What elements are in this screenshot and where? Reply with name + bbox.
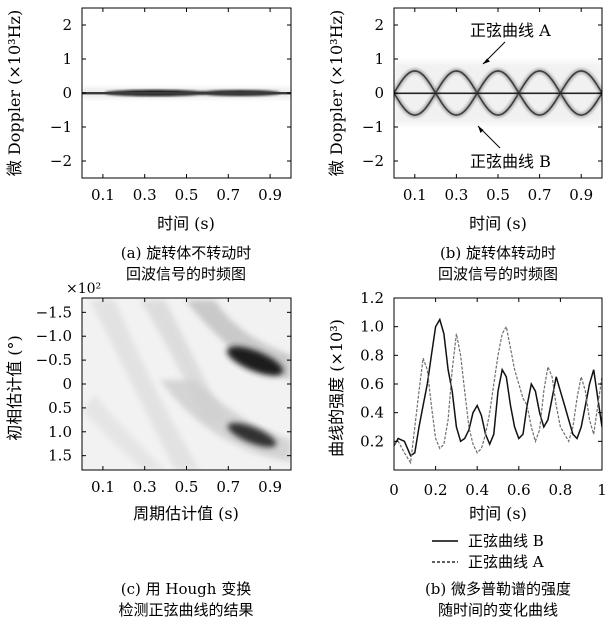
panel-d-caption-2: 随时间的变化曲线	[438, 601, 558, 619]
panel-a: 0.1 0.3 0.5 0.7 0.9 −2 −1 0 1 2 微 Doppler (×10³Hz…	[5, 7, 292, 283]
panel-c-ytick-label: 0.5	[48, 399, 72, 417]
panel-a-xlabel: 时间 (s)	[157, 214, 215, 233]
panel-b-xtick-label: 0.3	[444, 186, 468, 204]
panel-c-caption-2: 检测正弦曲线的结果	[118, 601, 253, 619]
panel-a-band	[82, 92, 291, 95]
panel-d-frame	[393, 297, 603, 471]
panel-d-caption-1: (b) 微多普勒谱的强度	[425, 580, 571, 598]
panel-b-annotation-b-arrowhead	[478, 126, 484, 133]
panel-d-legend-a: 正弦曲线 A	[468, 553, 544, 571]
panel-c-multiplier: ×10²	[66, 281, 101, 297]
panel-c-ytick-label: 1.5	[48, 447, 72, 465]
panel-c-xtick-label: 0.3	[133, 478, 157, 496]
panel-a-xtick-label: 0.7	[216, 186, 240, 204]
panel-b-xtick-label: 0.5	[486, 186, 510, 204]
panel-c-xtick-label: 0.7	[216, 478, 240, 496]
panel-b-xtick-label: 0.1	[403, 186, 427, 204]
panel-d: 0 0.2 0.4 0.6 0.8 1 0.2 0.4 0.6 0.8 1.0 1.2 曲线的强度 (…	[327, 289, 606, 619]
panel-d-xtick-label: 0.6	[507, 481, 531, 499]
panel-c-peak-2	[227, 422, 277, 448]
panel-d-ytick-label: 0.6	[360, 375, 384, 393]
panel-c: 0.1 0.3 0.5 0.7 0.9 −1.5 −1.0 −0.5 0 0.5 1.0 1.5 ×1…	[5, 281, 292, 619]
panel-d-xtick-label: 1	[597, 481, 606, 499]
panel-a-ytick-label: 1	[62, 50, 72, 68]
panel-b-ytick-label: −2	[362, 152, 384, 170]
panel-c-ytick-label: 0	[62, 375, 72, 393]
panel-d-ytick-label: 1.2	[360, 289, 384, 307]
panel-c-xlabel: 周期估计值 (s)	[133, 504, 239, 523]
panel-a-ticks: 0.1 0.3 0.5 0.7 0.9 −2 −1 0 1 2	[50, 8, 291, 204]
panel-a-heatmap	[82, 88, 291, 98]
panel-a-xtick-label: 0.1	[91, 186, 115, 204]
panel-b-ticks: 0.1 0.3 0.5 0.7 0.9 −2 −1 0 1 2	[362, 8, 602, 204]
panel-d-xtick-label: 0.8	[548, 481, 572, 499]
panel-c-peak-1	[226, 346, 284, 376]
panel-c-caption-1: (c) 用 Hough 变换	[121, 580, 251, 598]
panel-b-xlabel: 时间 (s)	[469, 214, 527, 233]
panel-c-ticks: 0.1 0.3 0.5 0.7 0.9 −1.5 −1.0 −0.5 0 0.5 1.0 1.5	[36, 298, 291, 496]
panel-d-ytick-label: 0.2	[360, 432, 384, 450]
panel-a-ytick-label: −2	[50, 152, 72, 170]
panel-b-annotation-b: 正弦曲线 B	[470, 152, 551, 171]
panel-a-ytick-label: −1	[50, 118, 72, 136]
panel-c-heatmap	[82, 298, 291, 470]
panel-a-xtick-label: 0.9	[258, 186, 282, 204]
panel-b-ytick-label: 2	[374, 16, 384, 34]
panel-b: 0.1 0.3 0.5 0.7 0.9 −2 −1 0 1 2 正弦曲线 A 正弦曲线 B 微 D…	[327, 7, 603, 283]
panel-b-heatmap	[394, 62, 602, 124]
panel-b-xtick-label: 0.9	[569, 186, 593, 204]
panel-b-ytick-label: 0	[374, 84, 384, 102]
panel-b-sinusoid-b	[394, 70, 602, 116]
panel-d-ytick-label: 0.8	[360, 346, 384, 364]
panel-c-ytick-label: −1.5	[36, 303, 72, 321]
panel-b-zero-line	[394, 92, 602, 95]
panel-a-caption-1: (a) 旋转体不转动时	[121, 244, 251, 262]
panel-b-caption-1: (b) 旋转体转动时	[440, 244, 556, 262]
panel-d-series-a	[394, 325, 602, 465]
panel-c-ridge-1	[90, 300, 200, 470]
panel-d-series-b	[394, 317, 602, 457]
panel-d-ylabel: 曲线的强度 (×10³)	[327, 319, 346, 457]
panel-d-ytick-label: 1.0	[360, 318, 384, 336]
panel-a-xtick-label: 0.5	[175, 186, 199, 204]
panel-d-ytick-label: 0.4	[360, 404, 384, 422]
panel-d-plot	[394, 317, 602, 465]
panel-c-xtick-label: 0.1	[91, 478, 115, 496]
panel-c-ytick-label: −1.0	[36, 327, 72, 345]
panel-b-ytick-label: −1	[362, 118, 384, 136]
panel-b-annotation-a: 正弦曲线 A	[470, 21, 551, 40]
panel-a-caption-2: 回波信号的时频图	[126, 265, 246, 283]
panel-c-ridge-5	[82, 395, 165, 470]
panel-c-xtick-label: 0.5	[175, 478, 199, 496]
panel-d-ticks: 0 0.2 0.4 0.6 0.8 1 0.2 0.4 0.6 0.8 1.0 1.2	[360, 289, 606, 499]
panel-c-ytick-label: 1.0	[48, 423, 72, 441]
panel-d-xlabel: 时间 (s)	[469, 504, 527, 523]
panel-a-ytick-label: 2	[62, 16, 72, 34]
panel-b-xtick-label: 0.7	[528, 186, 552, 204]
panel-b-ytick-label: 1	[374, 50, 384, 68]
panel-b-annotation-a-arrowhead	[483, 58, 490, 64]
panel-c-ytick-label: −0.5	[36, 351, 72, 369]
panel-d-xtick-label: 0.4	[465, 481, 489, 499]
panel-d-legend-b: 正弦曲线 B	[468, 532, 544, 550]
panel-c-ylabel: 初相估计值 (°)	[5, 335, 24, 441]
panel-a-ytick-label: 0	[62, 84, 72, 102]
panel-b-sinusoid-a	[394, 70, 602, 116]
panel-c-xtick-label: 0.9	[258, 478, 282, 496]
panel-d-xtick-label: 0.2	[424, 481, 448, 499]
panel-b-caption-2: 回波信号的时频图	[438, 265, 558, 283]
panel-a-xtick-label: 0.3	[133, 186, 157, 204]
panel-d-xtick-label: 0	[389, 481, 399, 499]
panel-a-ylabel: 微 Doppler (×10³Hz)	[5, 10, 24, 176]
panel-b-ylabel: 微 Doppler (×10³Hz)	[327, 10, 346, 176]
